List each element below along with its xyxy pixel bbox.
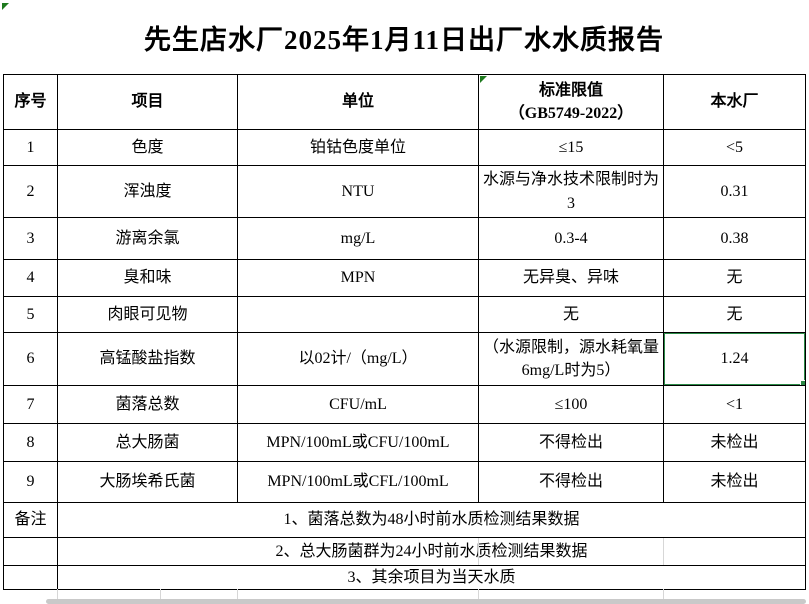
cell-limit-3[interactable]: 0.3-4	[478, 217, 664, 260]
table-row: 9 大肠埃希氏菌 MPN/100mL或CFL/100mL 不得检出 未检出	[3, 461, 806, 503]
cell-no-1[interactable]: 1	[3, 129, 58, 166]
cell-value-9[interactable]: 未检出	[663, 461, 806, 503]
cell-item-2[interactable]: 浑浊度	[57, 165, 238, 218]
cell-no-9[interactable]: 9	[3, 461, 58, 503]
header-row: 序号 项目 单位 标准限值 （GB5749-2022） 本水厂	[3, 74, 806, 130]
gridline	[478, 589, 479, 600]
table-row: 3 游离余氯 mg/L 0.3-4 0.38	[3, 217, 806, 260]
cell-no-3[interactable]: 3	[3, 217, 58, 260]
header-unit[interactable]: 单位	[237, 74, 479, 130]
cell-value-2[interactable]: 0.31	[663, 165, 806, 218]
report-title[interactable]: 先生店水厂2025年1月11日出厂水水质报告	[143, 24, 664, 55]
cell-unit-4[interactable]: MPN	[237, 259, 479, 297]
cell-limit-4[interactable]: 无异臭、异味	[478, 259, 664, 297]
cell-no-6[interactable]: 6	[3, 332, 58, 386]
cell-item-3[interactable]: 游离余氯	[57, 217, 238, 260]
table-row: 1 色度 铂钴色度单位 ≤15 <5	[3, 129, 806, 166]
gridline	[57, 589, 58, 600]
notes-row-1: 备注 1、菌落总数为48小时前水质检测结果数据	[3, 502, 806, 538]
cell-item-6[interactable]: 高锰酸盐指数	[57, 332, 238, 386]
cell-limit-5[interactable]: 无	[478, 296, 664, 333]
note-item-2[interactable]: 2、总大肠菌群为24小时前水质检测结果数据	[57, 537, 806, 566]
cell-no-5[interactable]: 5	[3, 296, 58, 333]
notes-label-empty-2[interactable]	[3, 564, 58, 591]
cell-unit-1[interactable]: 铂钴色度单位	[237, 129, 479, 166]
gridline	[663, 538, 664, 565]
cell-value-7[interactable]: <1	[663, 385, 806, 424]
cell-unit-2[interactable]: NTU	[237, 165, 479, 218]
table-row: 2 浑浊度 NTU 水源与净水技术限制时为3 0.31	[3, 165, 806, 218]
cell-unit-8[interactable]: MPN/100mL或CFU/100mL	[237, 423, 479, 462]
error-indicator-icon	[2, 3, 9, 10]
header-no[interactable]: 序号	[3, 74, 58, 130]
notes-label-empty-1[interactable]	[3, 537, 58, 566]
cell-value-8[interactable]: 未检出	[663, 423, 806, 462]
gridline	[663, 589, 664, 600]
cell-limit-8[interactable]: 不得检出	[478, 423, 664, 462]
cell-no-8[interactable]: 8	[3, 423, 58, 462]
cell-limit-1[interactable]: ≤15	[478, 129, 664, 166]
error-indicator-icon	[480, 76, 487, 83]
cell-item-4[interactable]: 臭和味	[57, 259, 238, 297]
cell-item-1[interactable]: 色度	[57, 129, 238, 166]
cell-unit-3[interactable]: mg/L	[237, 217, 479, 260]
cell-unit-5[interactable]	[237, 296, 479, 333]
cell-value-3[interactable]: 0.38	[663, 217, 806, 260]
cell-limit-2[interactable]: 水源与净水技术限制时为3	[478, 165, 664, 218]
table-row: 8 总大肠菌 MPN/100mL或CFU/100mL 不得检出 未检出	[3, 423, 806, 462]
water-quality-table: 序号 项目 单位 标准限值 （GB5749-2022） 本水厂 1 色度 铂钴色…	[3, 74, 806, 591]
header-plant[interactable]: 本水厂	[663, 74, 806, 130]
notes-row-3: 3、其余项目为当天水质	[3, 564, 806, 591]
gridline	[478, 538, 479, 565]
cell-no-7[interactable]: 7	[3, 385, 58, 424]
cell-item-7[interactable]: 菌落总数	[57, 385, 238, 424]
cell-unit-9[interactable]: MPN/100mL或CFL/100mL	[237, 461, 479, 503]
cell-item-8[interactable]: 总大肠菌	[57, 423, 238, 462]
gridline	[160, 589, 161, 600]
cell-value-5[interactable]: 无	[663, 296, 806, 333]
table-row: 6 高锰酸盐指数 以02计/（mg/L） （水源限制，源水耗氧量6mg/L时为5…	[3, 332, 806, 386]
cell-value-6-selected[interactable]: 1.24	[663, 332, 806, 386]
cell-no-4[interactable]: 4	[3, 259, 58, 297]
cell-item-9[interactable]: 大肠埃希氏菌	[57, 461, 238, 503]
cell-unit-6[interactable]: 以02计/（mg/L）	[237, 332, 479, 386]
cell-limit-9[interactable]: 不得检出	[478, 461, 664, 503]
cell-unit-7[interactable]: CFU/mL	[237, 385, 479, 424]
header-item[interactable]: 项目	[57, 74, 238, 130]
gridline	[237, 589, 238, 600]
table-row: 5 肉眼可见物 无 无	[3, 296, 806, 333]
cell-no-2[interactable]: 2	[3, 165, 58, 218]
header-limit[interactable]: 标准限值 （GB5749-2022）	[478, 74, 664, 130]
note-item-1[interactable]: 1、菌落总数为48小时前水质检测结果数据	[57, 502, 806, 538]
note-item-3[interactable]: 3、其余项目为当天水质	[57, 564, 806, 591]
cell-value-1[interactable]: <5	[663, 129, 806, 166]
selected-cell-value: 1.24	[720, 350, 749, 368]
table-row: 4 臭和味 MPN 无异臭、异味 无	[3, 259, 806, 297]
fill-handle[interactable]	[800, 380, 805, 385]
cell-item-5[interactable]: 肉眼可见物	[57, 296, 238, 333]
cell-value-4[interactable]: 无	[663, 259, 806, 297]
table-row: 7 菌落总数 CFU/mL ≤100 <1	[3, 385, 806, 424]
notes-row-2: 2、总大肠菌群为24小时前水质检测结果数据	[3, 537, 806, 566]
cell-limit-6[interactable]: （水源限制，源水耗氧量6mg/L时为5）	[478, 332, 664, 386]
horizontal-scrollbar-thumb[interactable]	[46, 599, 806, 604]
cell-limit-7[interactable]: ≤100	[478, 385, 664, 424]
notes-label[interactable]: 备注	[3, 502, 58, 538]
